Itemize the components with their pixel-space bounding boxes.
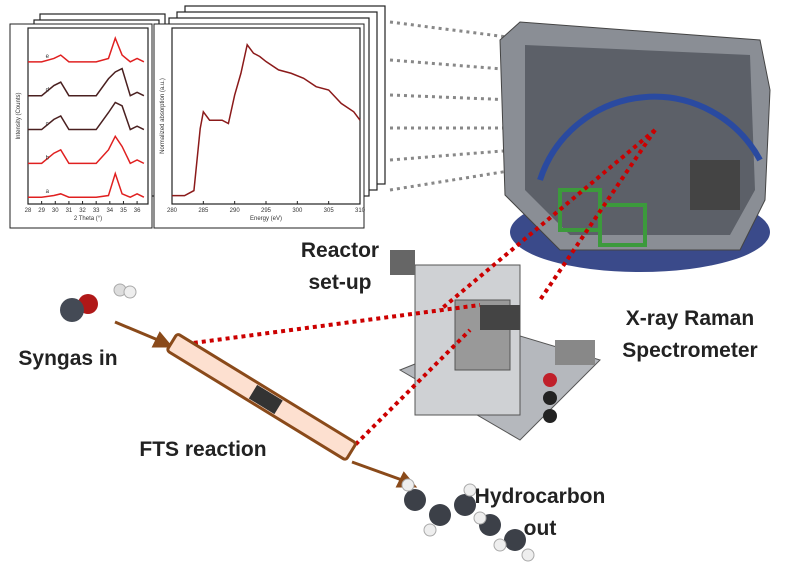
syngas-molecules xyxy=(60,284,136,322)
x-tick-label: 305 xyxy=(324,208,335,214)
series-label: c xyxy=(46,122,49,128)
figure: Reactor set-up X-ray Raman Spectrometer … xyxy=(0,0,786,575)
guide-lines xyxy=(390,22,515,190)
reactor-label: Reactor xyxy=(301,239,379,262)
reactor xyxy=(390,250,600,440)
x-tick-label: 36 xyxy=(134,208,141,214)
x-tick-label: 32 xyxy=(79,208,86,214)
x-tick-label: 290 xyxy=(230,208,241,214)
x-tick-label: 34 xyxy=(106,208,113,214)
spectrometer-label: Spectrometer xyxy=(622,339,757,362)
series-label: d xyxy=(46,88,49,94)
x-tick-label: 295 xyxy=(261,208,272,214)
x-tick-label: 310 xyxy=(355,208,366,214)
hydrocarbon-label: out xyxy=(524,517,557,540)
x-tick-label: 29 xyxy=(38,208,45,214)
x-tick-label: 28 xyxy=(25,208,32,214)
x-tick-label: 31 xyxy=(66,208,73,214)
inset-frame xyxy=(154,24,364,228)
fts-label: FTS reaction xyxy=(139,438,266,461)
spectrometer-label: X-ray Raman xyxy=(626,307,754,330)
syngas-label: Syngas in xyxy=(18,347,117,370)
x-axis-label: Energy (eV) xyxy=(250,216,282,222)
x-tick-label: 285 xyxy=(198,208,209,214)
hydrocarbon-label: Hydrocarbon xyxy=(475,485,606,508)
y-axis-label: Intensity (Counts) xyxy=(16,92,22,139)
x-axis-label: 2 Theta (°) xyxy=(74,216,102,222)
x-tick-label: 300 xyxy=(292,208,303,214)
y-axis-label: Normalized absorption (a.u.) xyxy=(160,78,166,154)
x-tick-label: 280 xyxy=(167,208,178,214)
reactor-label: set-up xyxy=(309,271,372,294)
x-tick-label: 30 xyxy=(52,208,59,214)
x-tick-label: 35 xyxy=(120,208,127,214)
x-tick-label: 33 xyxy=(93,208,100,214)
